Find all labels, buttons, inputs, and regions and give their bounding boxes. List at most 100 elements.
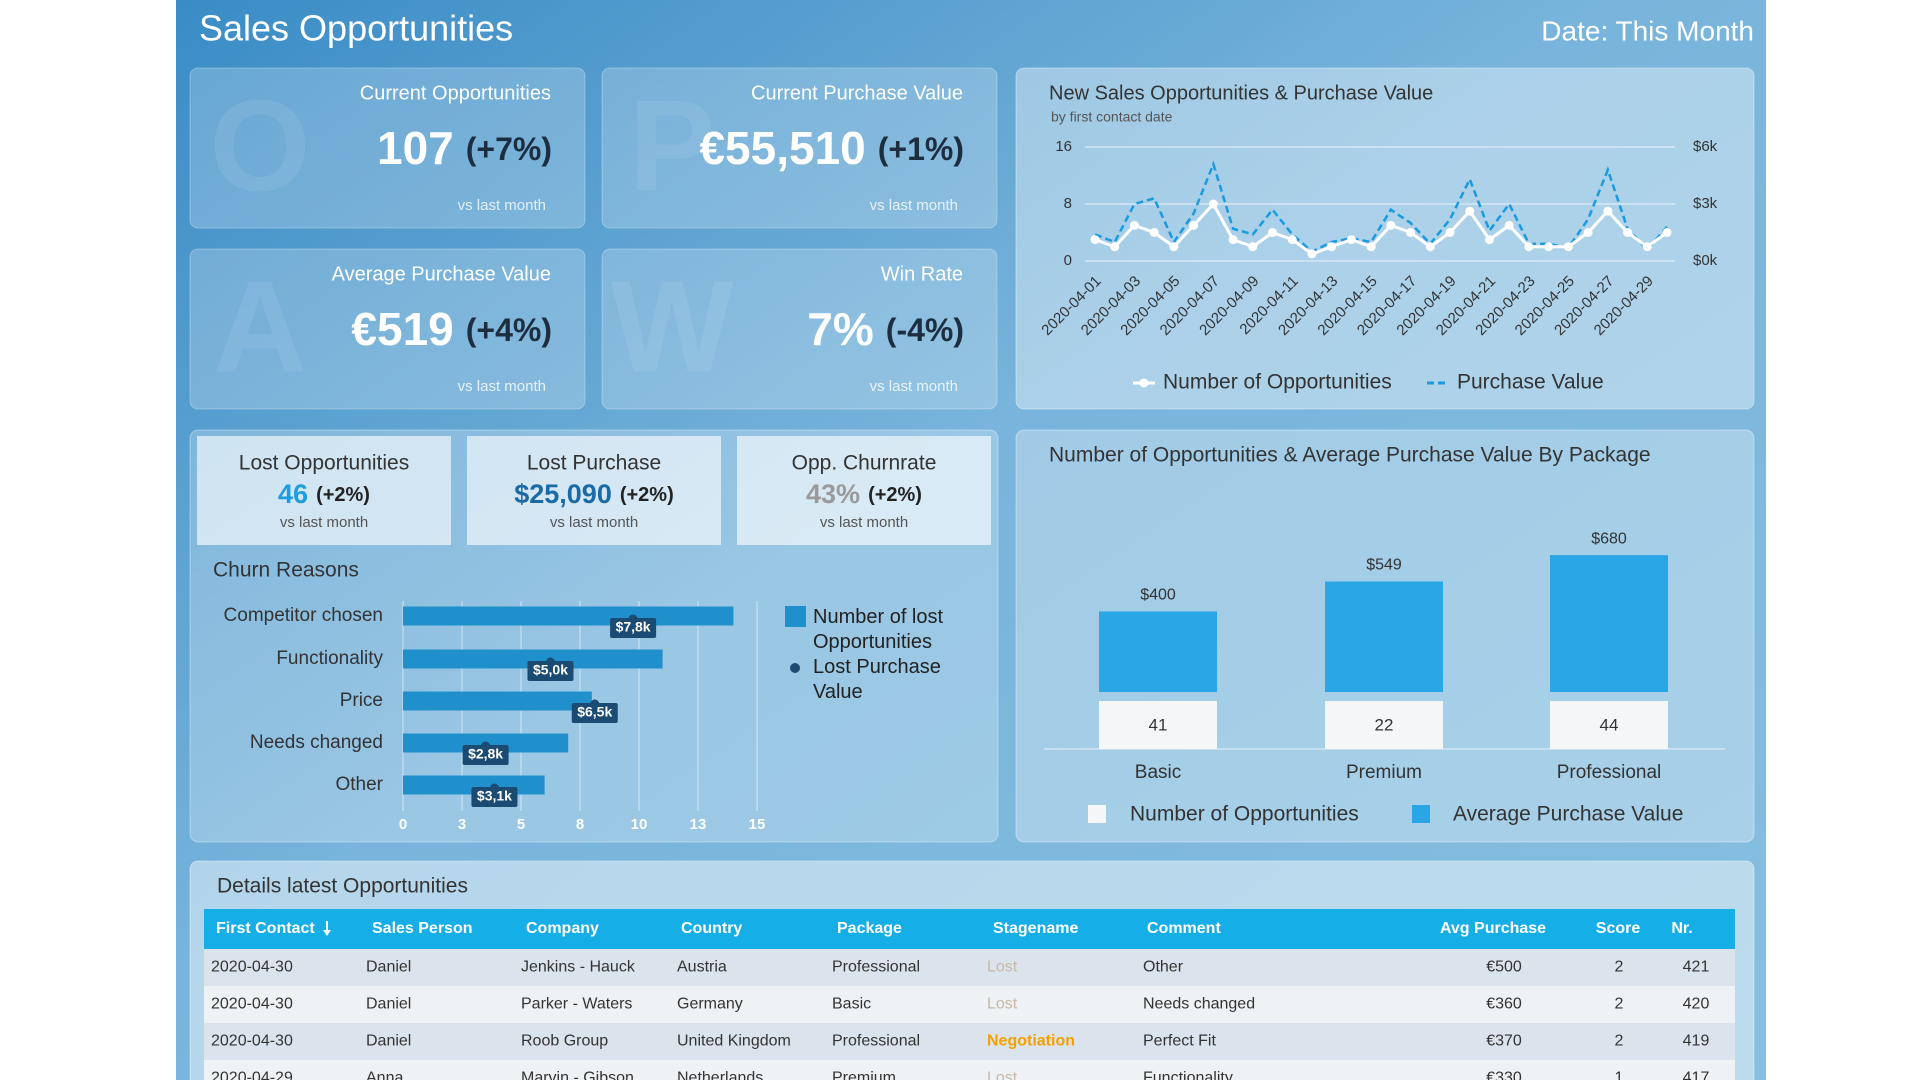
kpi-title: Current Opportunities xyxy=(360,82,551,104)
legend-label: Purchase Value xyxy=(1457,371,1604,394)
table-cell: 2 xyxy=(1615,996,1624,1013)
legend-swatch xyxy=(1412,805,1430,823)
table-cell: Roob Group xyxy=(521,1033,608,1050)
legend-swatch xyxy=(785,606,806,627)
kpi-value-line: 107 (+7%) xyxy=(377,122,552,174)
data-label-box xyxy=(571,703,618,723)
kpi-change: (+7%) xyxy=(466,131,552,167)
table-cell: Needs changed xyxy=(1143,996,1255,1013)
table-cell: Lost xyxy=(987,1070,1018,1080)
table-cell: Austria xyxy=(677,959,727,976)
lost-value-line: $25,090 (+2%) xyxy=(514,479,674,509)
kpi-card xyxy=(189,67,586,229)
legend-label: Number of Opportunities xyxy=(1130,803,1359,826)
line-chart-card xyxy=(1015,67,1755,410)
data-label: $5,0k xyxy=(533,662,568,678)
chart-title: New Sales Opportunities & Purchase Value xyxy=(1049,82,1433,104)
sort-arrow xyxy=(323,921,331,936)
x-tick-label: 10 xyxy=(631,816,648,833)
table-header: Sales Person xyxy=(372,920,473,937)
lost-value-line: 46 (+2%) xyxy=(278,479,370,509)
table-row xyxy=(204,986,1735,1023)
table-row xyxy=(204,949,1735,986)
table-cell: Functionality xyxy=(1143,1070,1233,1080)
data-label-box xyxy=(527,661,574,681)
lost-note: vs last month xyxy=(820,514,908,531)
kpi-change: (-4%) xyxy=(886,312,964,348)
table-cell: 2020-04-30 xyxy=(211,959,293,976)
lost-title: Lost Purchase xyxy=(527,452,661,475)
kpi-note: vs last month xyxy=(458,378,546,395)
table-cell: Professional xyxy=(832,959,920,976)
table-cell: Premium xyxy=(832,1070,896,1080)
bar xyxy=(403,606,734,626)
kpi-change: (+4%) xyxy=(466,312,552,348)
table-header: Company xyxy=(526,920,599,937)
y2-tick-label: $0k xyxy=(1693,252,1718,269)
category-label: Functionality xyxy=(276,648,383,669)
count-box xyxy=(1099,701,1217,749)
category-label: Professional xyxy=(1557,762,1662,783)
kpi-watermark: O xyxy=(209,72,310,218)
series-point xyxy=(1169,242,1179,252)
kpi-note: vs last month xyxy=(870,378,958,395)
series-point xyxy=(1662,228,1672,237)
category-label: Competitor chosen xyxy=(224,605,383,626)
series-point xyxy=(1425,242,1435,252)
data-label: $680 xyxy=(1591,530,1627,547)
lost-note: vs last month xyxy=(280,514,368,531)
chart-title: Number of Opportunities & Average Purcha… xyxy=(1049,444,1651,467)
kpi-title: Win Rate xyxy=(881,263,963,285)
series-point xyxy=(1583,228,1593,237)
table-row xyxy=(204,1060,1735,1080)
lost-change: (+2%) xyxy=(316,484,370,506)
table-cell: €500 xyxy=(1486,959,1522,976)
kpi-value: €519 xyxy=(351,303,453,355)
series-point xyxy=(1149,228,1159,237)
x-tick-label: 15 xyxy=(749,816,766,833)
chart-subtitle: by first contact date xyxy=(1051,109,1173,125)
series-point xyxy=(1129,220,1139,230)
table-cell: 2020-04-30 xyxy=(211,996,293,1013)
bar xyxy=(403,649,663,669)
series-point xyxy=(1484,235,1494,245)
table-cell: 2 xyxy=(1615,1033,1624,1050)
legend-label: Average Purchase Value xyxy=(1453,803,1683,826)
table-header: Avg Purchase xyxy=(1440,920,1546,937)
kpi-card xyxy=(601,67,998,229)
table-cell: Netherlands xyxy=(677,1070,763,1080)
kpi-value: 107 xyxy=(377,122,454,174)
table-header: Score xyxy=(1596,920,1641,937)
series-point xyxy=(1544,242,1554,252)
series-point xyxy=(1189,220,1199,230)
legend-box: Number of lost Opportunities xyxy=(813,606,943,653)
kpi-note: vs last month xyxy=(458,197,546,214)
series-point xyxy=(1366,242,1376,252)
legend-label: Lost Purchase Value xyxy=(813,656,941,703)
kpi-title: Average Purchase Value xyxy=(332,263,551,285)
table-cell: Professional xyxy=(832,1033,920,1050)
kpi-card xyxy=(189,248,586,410)
legend-marker xyxy=(790,663,800,673)
table-header: Stagename xyxy=(993,920,1078,937)
lost-title: Opp. Churnrate xyxy=(792,452,937,475)
legend-label: Number of Opportunities xyxy=(1163,371,1392,394)
x-tick-label: 5 xyxy=(517,816,525,833)
table-cell: Lost xyxy=(987,996,1018,1013)
table-cell: €330 xyxy=(1486,1070,1522,1080)
lost-title: Lost Opportunities xyxy=(239,452,409,475)
table-cell: 1 xyxy=(1615,1070,1624,1080)
lost-box xyxy=(467,436,721,545)
lost-box xyxy=(197,436,451,545)
category-label: Premium xyxy=(1346,762,1422,783)
series-point xyxy=(1642,242,1652,252)
series-point xyxy=(1307,249,1317,259)
series-point xyxy=(1268,228,1278,237)
count-box xyxy=(1325,701,1443,749)
series-point xyxy=(1228,235,1238,245)
table-cell: Anna xyxy=(366,1070,403,1080)
category-label: Other xyxy=(335,774,383,795)
series-point xyxy=(1445,228,1455,237)
count-label: 41 xyxy=(1149,715,1168,734)
y-tick-label: 0 xyxy=(1064,252,1072,269)
